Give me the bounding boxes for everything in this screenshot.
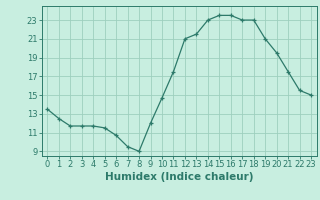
X-axis label: Humidex (Indice chaleur): Humidex (Indice chaleur) xyxy=(105,172,253,182)
